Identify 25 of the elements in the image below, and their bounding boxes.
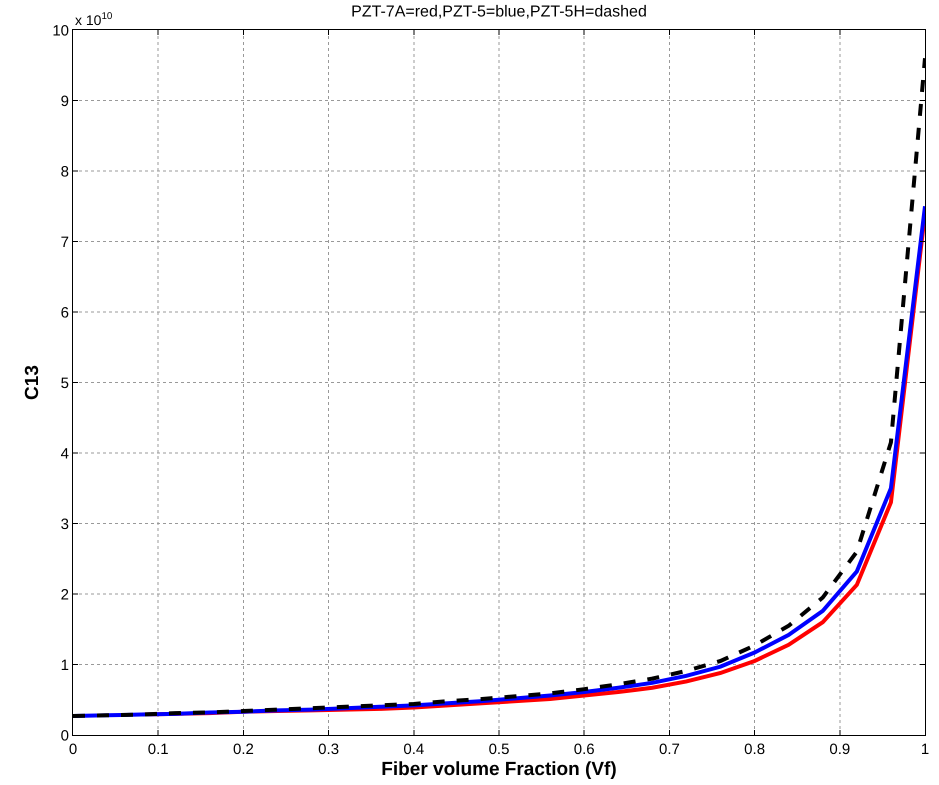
y-tick-label: 2: [60, 586, 69, 604]
x-tick-label: 0.1: [148, 741, 169, 758]
chart-title: PZT-7A=red,PZT-5=blue,PZT-5H=dashed: [351, 4, 647, 21]
y-tick-label: 9: [60, 92, 69, 110]
x-axis-title: Fiber volume Fraction (Vf): [381, 758, 617, 780]
x-tick-label: 0.4: [403, 741, 424, 758]
x-tick-label: 0.5: [488, 741, 510, 758]
x-tick-label: 0.8: [744, 741, 766, 758]
text: x 10$^{10}$: [75, 11, 113, 28]
x-tick-label: 0.3: [318, 741, 340, 758]
x-tick-label: 0.9: [829, 741, 850, 758]
y-tick-label: 8: [60, 163, 69, 180]
y-tick-label: 6: [60, 304, 69, 322]
y-tick-label: 7: [60, 234, 69, 251]
y-tick-label: 10: [52, 22, 69, 40]
y-axis-title: C13: [22, 365, 44, 400]
y-tick-label: 3: [60, 516, 69, 533]
y-tick-label: 4: [60, 445, 69, 462]
x-tick-label: 1: [920, 741, 930, 758]
x-tick-label: 0.2: [232, 741, 254, 758]
x-tick-label: 0.6: [574, 741, 595, 758]
y-tick-label: 1: [60, 656, 69, 674]
y-tick-label: 0: [60, 727, 69, 744]
x-tick-label: 0.7: [658, 741, 680, 758]
y-tick-label: 5: [60, 374, 69, 392]
